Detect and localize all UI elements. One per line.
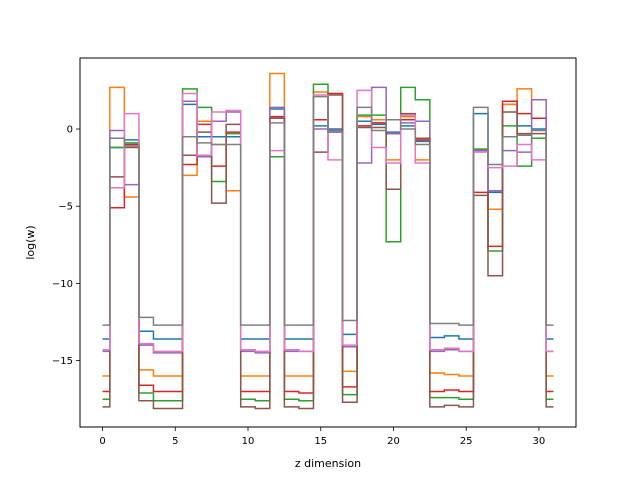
x-tick-label: 20 bbox=[387, 436, 400, 447]
x-axis-label: z dimension bbox=[295, 457, 361, 470]
y-tick-label: 0 bbox=[67, 125, 73, 136]
x-axis: 0 5 10 15 20 25 30 bbox=[99, 427, 545, 447]
x-tick-label: 25 bbox=[460, 436, 473, 447]
x-tick-label: 10 bbox=[242, 436, 255, 447]
x-tick-label: 5 bbox=[172, 436, 178, 447]
x-tick-label: 30 bbox=[533, 436, 546, 447]
plot-frame bbox=[79, 57, 577, 428]
y-tick-label: −15 bbox=[52, 356, 73, 367]
y-tick-label: −5 bbox=[58, 202, 73, 213]
y-axis: −15 −10 −5 0 bbox=[52, 125, 80, 367]
x-tick-label: 15 bbox=[314, 436, 327, 447]
series-layer bbox=[102, 72, 554, 410]
series-line-8 bbox=[102, 95, 554, 326]
y-tick-label: −10 bbox=[52, 279, 73, 290]
y-axis-label: log(w) bbox=[24, 225, 37, 259]
x-tick-label: 0 bbox=[99, 436, 105, 447]
